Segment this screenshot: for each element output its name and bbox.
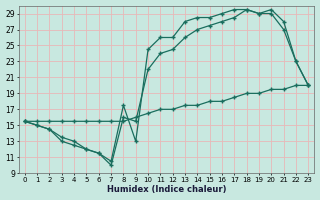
X-axis label: Humidex (Indice chaleur): Humidex (Indice chaleur) bbox=[107, 185, 226, 194]
